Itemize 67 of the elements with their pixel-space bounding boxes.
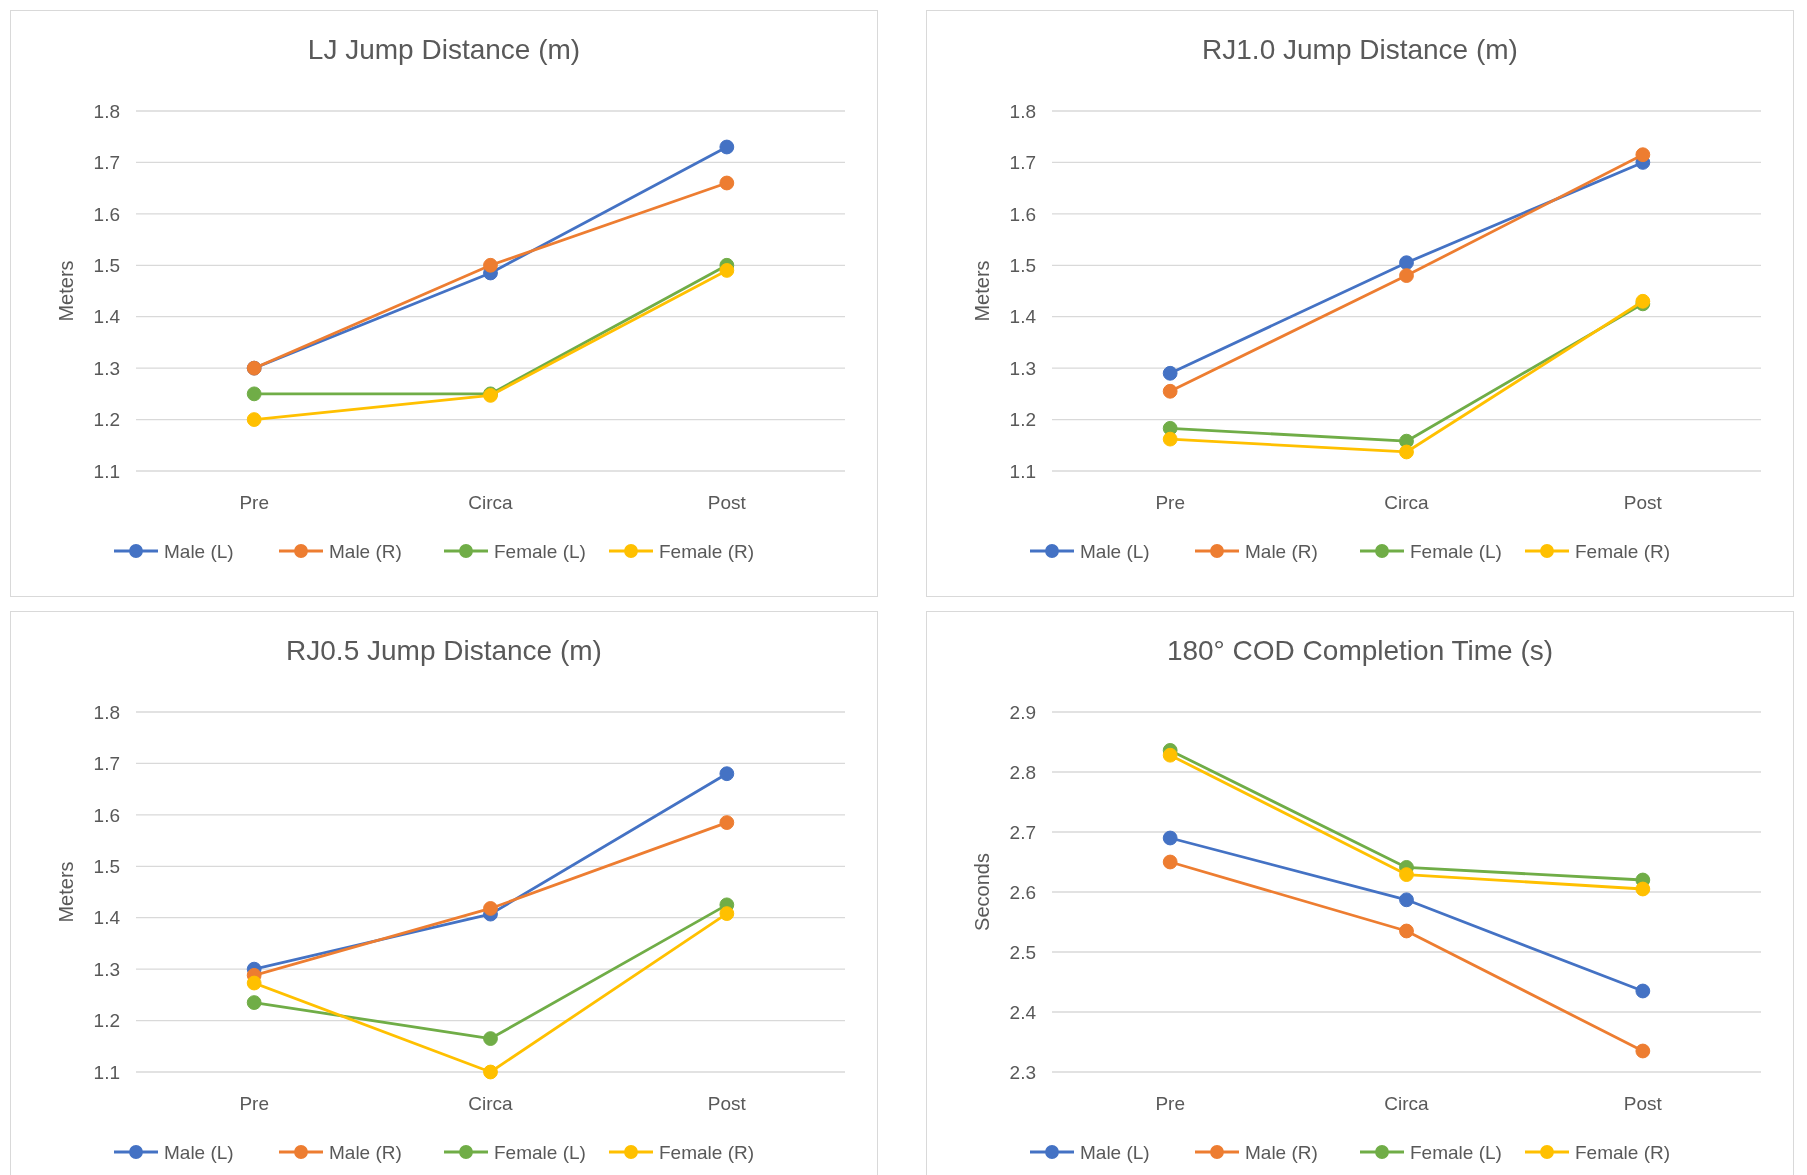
y-tick-label: 2.5: [1009, 941, 1036, 963]
legend-label: Male (L): [164, 540, 234, 562]
y-tick-label: 1.3: [93, 357, 120, 379]
legend-label: Male (R): [329, 1141, 402, 1163]
legend-label: Female (L): [494, 1141, 586, 1163]
y-tick-label: 1.3: [93, 958, 120, 980]
y-tick-label: 1.1: [1009, 460, 1036, 482]
chart-title: 180° COD Completion Time (s): [1166, 635, 1554, 666]
y-tick-label: 1.2: [93, 409, 120, 431]
x-tick-label: Pre: [1155, 492, 1185, 513]
x-tick-label: Post: [1623, 492, 1663, 513]
x-tick-label: Pre: [239, 1093, 269, 1114]
y-tick-label: 1.8: [1009, 100, 1036, 122]
y-tick-label: 1.1: [93, 460, 120, 482]
y-tick-label: 1.5: [93, 254, 120, 276]
legend-label: Female (R): [1575, 1141, 1671, 1163]
y-tick-label: 1.6: [93, 804, 120, 826]
y-tick-label: 2.6: [1009, 881, 1036, 903]
y-axis-title: Seconds: [971, 853, 993, 931]
y-tick-label: 1.2: [1009, 409, 1036, 431]
x-tick-label: Pre: [1155, 1093, 1185, 1114]
y-tick-label: 1.5: [1009, 254, 1036, 276]
legend-label: Male (R): [1245, 540, 1318, 562]
chart-title: RJ1.0 Jump Distance (m): [1202, 34, 1518, 65]
y-tick-label: 1.8: [93, 701, 120, 723]
y-tick-label: 2.9: [1009, 701, 1036, 723]
y-tick-label: 1.3: [1009, 357, 1036, 379]
y-tick-label: 1.6: [1009, 203, 1036, 225]
y-tick-label: 1.5: [93, 855, 120, 877]
legend-label: Female (R): [1575, 540, 1671, 562]
y-tick-label: 1.8: [93, 100, 120, 122]
x-tick-label: Post: [707, 1093, 747, 1114]
y-tick-label: 2.8: [1009, 761, 1036, 783]
y-tick-label: 1.7: [93, 152, 120, 174]
legend-label: Male (R): [1245, 1141, 1318, 1163]
legend-label: Female (R): [659, 540, 755, 562]
y-tick-label: 1.4: [1009, 306, 1037, 328]
y-tick-label: 1.7: [93, 753, 120, 775]
y-tick-label: 1.2: [93, 1010, 120, 1032]
legend-label: Female (L): [1410, 540, 1502, 562]
x-tick-label: Post: [707, 492, 747, 513]
y-axis-title: Meters: [55, 861, 77, 923]
x-tick-label: Circa: [468, 492, 514, 513]
x-tick-label: Post: [1623, 1093, 1663, 1114]
legend-label: Male (L): [164, 1141, 234, 1163]
y-axis-title: Meters: [55, 260, 77, 322]
y-tick-label: 2.7: [1009, 821, 1036, 843]
y-tick-label: 1.7: [1009, 152, 1036, 174]
legend-label: Male (R): [329, 540, 402, 562]
x-tick-label: Circa: [1384, 492, 1430, 513]
y-tick-label: 1.4: [93, 907, 121, 929]
chart-title: RJ0.5 Jump Distance (m): [286, 635, 602, 666]
x-tick-label: Circa: [468, 1093, 514, 1114]
y-tick-label: 2.4: [1009, 1001, 1037, 1023]
y-tick-label: 1.1: [93, 1061, 120, 1083]
legend-label: Male (L): [1080, 1141, 1150, 1163]
y-tick-label: 2.3: [1009, 1061, 1036, 1083]
x-tick-label: Circa: [1384, 1093, 1430, 1114]
y-axis-title: Meters: [971, 260, 993, 322]
legend-label: Female (R): [659, 1141, 755, 1163]
y-tick-label: 1.4: [93, 306, 121, 328]
legend-label: Female (L): [1410, 1141, 1502, 1163]
legend-label: Female (L): [494, 540, 586, 562]
legend-label: Male (L): [1080, 540, 1150, 562]
chart-title: LJ Jump Distance (m): [307, 34, 581, 65]
x-tick-label: Pre: [239, 492, 269, 513]
y-tick-label: 1.6: [93, 203, 120, 225]
